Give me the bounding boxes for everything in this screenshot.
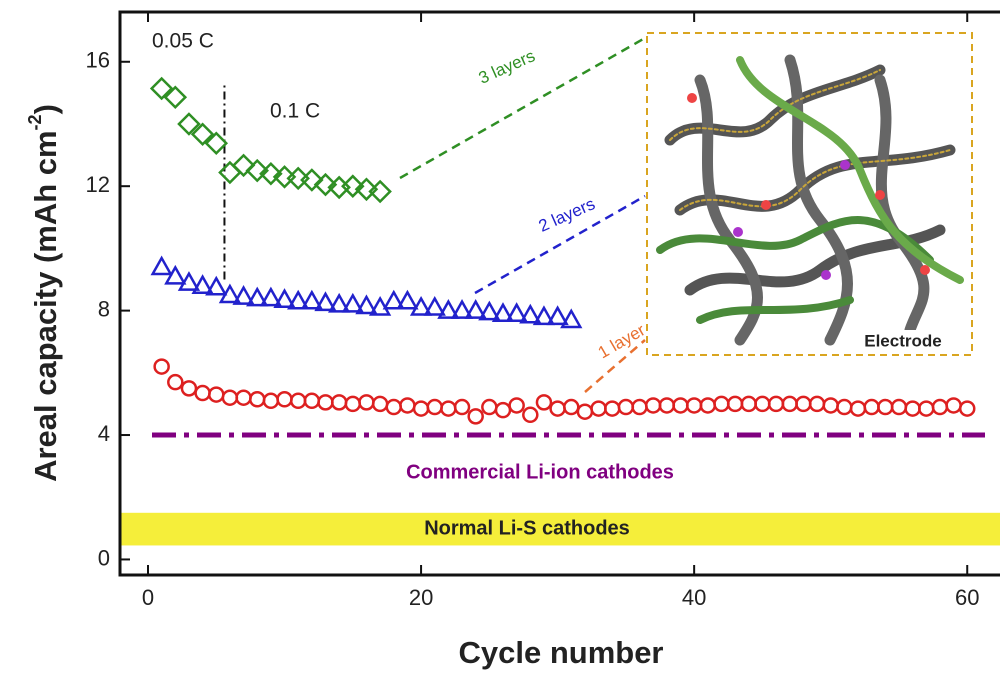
y-axis-title-suffix: ) [28, 104, 63, 114]
rate-label: 0.05 C [152, 30, 214, 53]
circle-marker [278, 392, 292, 406]
circle-marker [359, 395, 373, 409]
circle-marker [237, 391, 251, 405]
circle-marker [414, 402, 428, 416]
circle-marker [906, 402, 920, 416]
circle-marker [633, 400, 647, 414]
circle-marker [469, 409, 483, 423]
circle-marker [796, 397, 810, 411]
circle-marker [755, 397, 769, 411]
y-axis-title-text: Areal capacity (mAh cm [28, 130, 63, 481]
circle-marker [810, 397, 824, 411]
y-tick-label: 12 [86, 172, 110, 197]
circle-marker [346, 397, 360, 411]
circle-marker [783, 397, 797, 411]
circle-marker [892, 400, 906, 414]
y-tick-label: 4 [98, 421, 110, 446]
circle-marker [482, 400, 496, 414]
circle-marker [619, 400, 633, 414]
circle-marker [209, 388, 223, 402]
y-tick-label: 8 [98, 296, 110, 321]
series-label: 2 layers [536, 194, 598, 236]
circle-marker [646, 398, 660, 412]
y-axis-title-sup: -2 [25, 114, 45, 130]
reference-line-label: Commercial Li-ion cathodes [406, 461, 674, 483]
triangle-marker [398, 292, 416, 308]
y-tick-label: 16 [86, 48, 110, 73]
x-axis-title: Cycle number [458, 635, 663, 670]
circle-marker [455, 400, 469, 414]
circle-marker [933, 400, 947, 414]
circle-marker [714, 397, 728, 411]
circle-marker [960, 402, 974, 416]
circle-marker [305, 394, 319, 408]
circle-marker [605, 402, 619, 416]
circle-marker [851, 402, 865, 416]
circle-marker [673, 398, 687, 412]
circle-marker [332, 395, 346, 409]
circle-marker [660, 398, 674, 412]
rate-label: 0.1 C [270, 100, 320, 123]
circle-marker [742, 397, 756, 411]
triangle-marker [549, 308, 567, 324]
inset: Electrode [647, 33, 972, 355]
circle-marker [155, 360, 169, 374]
circle-marker [564, 400, 578, 414]
diamond-marker [288, 168, 308, 188]
reference-band-label: Normal Li-S cathodes [424, 517, 630, 539]
x-tick-label: 20 [409, 585, 433, 610]
circle-marker [687, 398, 701, 412]
circle-marker [878, 400, 892, 414]
chart: Electrode 0.05 C 0.1 C 3 layers 2 layers… [0, 0, 1002, 673]
circle-marker [264, 394, 278, 408]
series-label: 1 layer [595, 320, 649, 362]
circle-marker [947, 398, 961, 412]
circle-marker [510, 398, 524, 412]
circle-marker [551, 402, 565, 416]
circle-marker [837, 400, 851, 414]
circle-marker [400, 398, 414, 412]
page: {"chart_data": {"type": "scatter", "x_la… [0, 0, 1002, 673]
circle-marker [250, 392, 264, 406]
x-tick-label: 0 [142, 585, 154, 610]
diamond-marker [220, 163, 240, 183]
circle-marker [824, 398, 838, 412]
circle-marker [865, 400, 879, 414]
circle-marker [592, 402, 606, 416]
triangle-marker [153, 258, 171, 274]
circle-marker [728, 397, 742, 411]
circle-marker [769, 397, 783, 411]
circle-marker [168, 375, 182, 389]
circle-marker [523, 408, 537, 422]
inset-label: Electrode [864, 331, 941, 350]
circle-marker [223, 391, 237, 405]
circle-marker [318, 395, 332, 409]
circle-marker [578, 405, 592, 419]
series-label: 3 layers [476, 46, 538, 88]
y-axis-title: Areal capacity (mAh cm-2) [25, 104, 63, 482]
triangle-marker [426, 298, 444, 314]
circle-marker [919, 402, 933, 416]
x-tick-label: 60 [955, 585, 979, 610]
circle-marker [496, 403, 510, 417]
circle-marker [387, 400, 401, 414]
circle-marker [291, 394, 305, 408]
triangle-marker [207, 278, 225, 294]
circle-marker [196, 386, 210, 400]
circle-marker [373, 397, 387, 411]
circle-marker [182, 381, 196, 395]
circle-marker [537, 395, 551, 409]
x-tick-label: 40 [682, 585, 706, 610]
circle-marker [441, 402, 455, 416]
circle-marker [428, 400, 442, 414]
y-tick-label: 0 [98, 545, 110, 570]
circle-marker [701, 398, 715, 412]
